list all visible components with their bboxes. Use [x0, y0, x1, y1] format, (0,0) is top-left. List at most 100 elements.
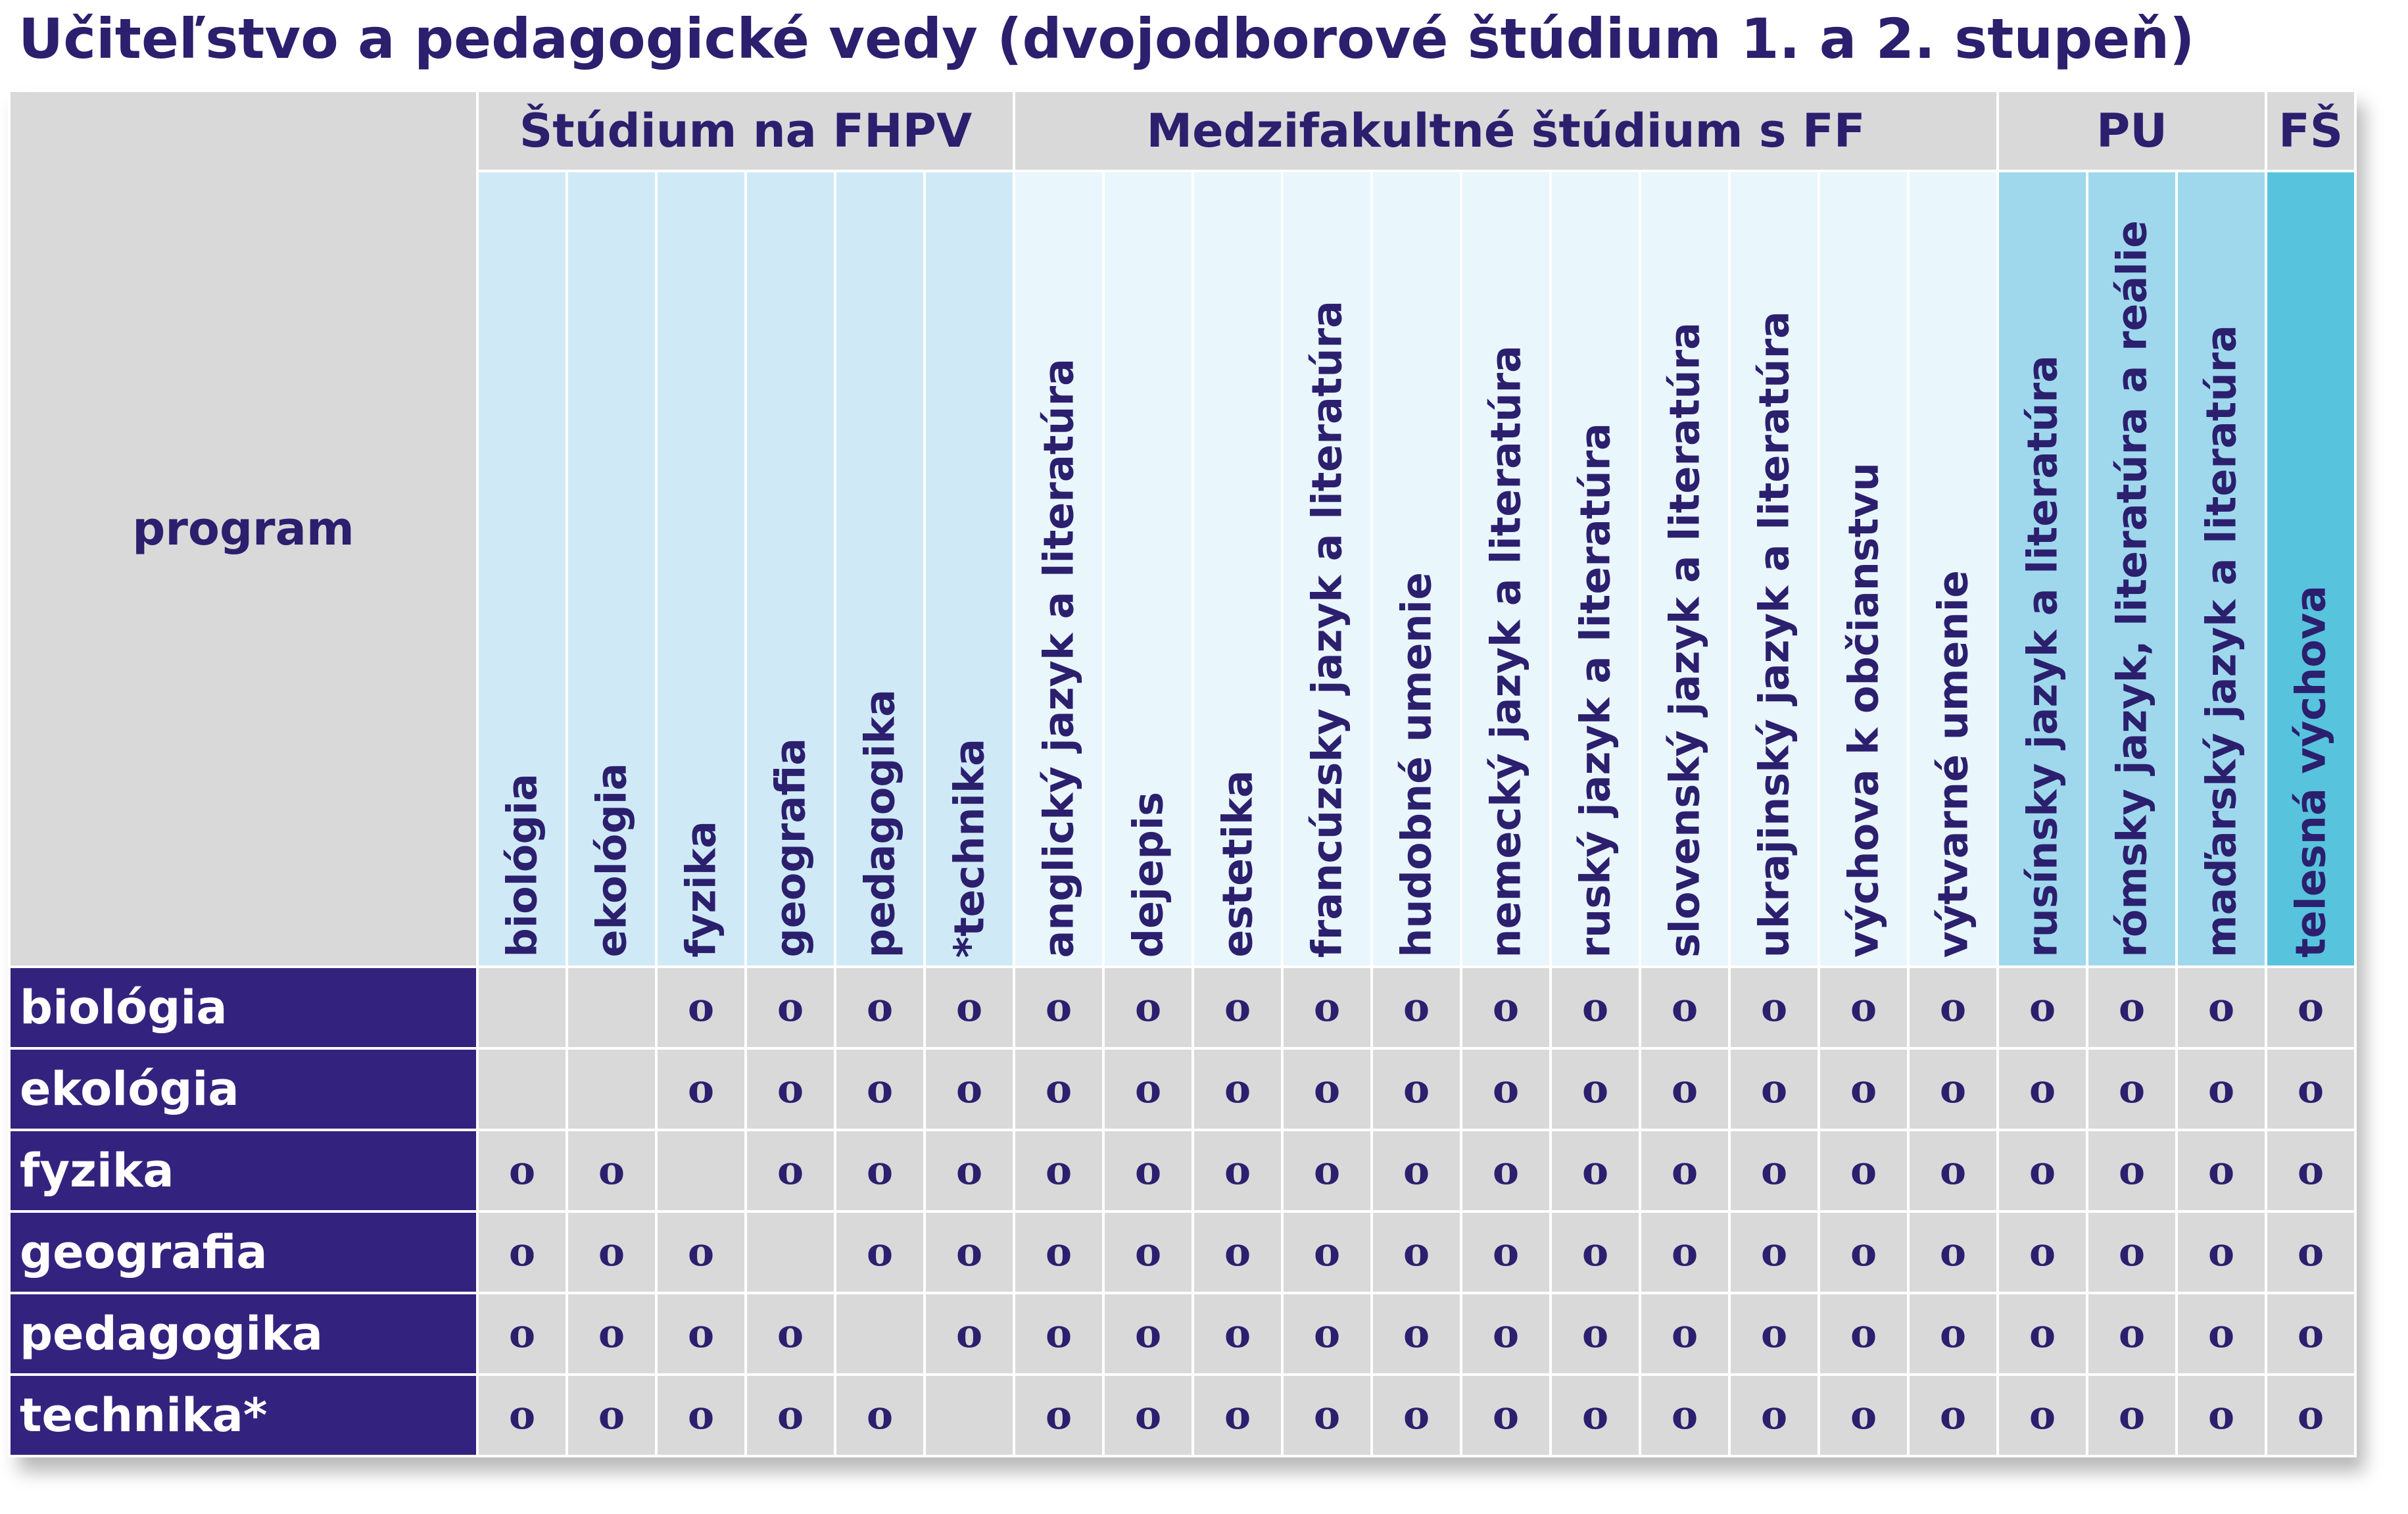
programs-table: program Štúdium na FHPV Medzifakultné štú… — [8, 89, 2357, 1457]
table-cell: o — [566, 1129, 658, 1213]
group-header: FŠ — [2265, 89, 2357, 172]
table-cell: o — [1370, 1129, 1463, 1213]
table-cell: o — [2175, 1210, 2268, 1294]
column-header-text: fyzika — [677, 821, 725, 958]
table-cell: o — [2175, 1292, 2268, 1376]
column-header-label: geografia — [767, 738, 815, 958]
table-cell: o — [1639, 1292, 1731, 1376]
table-cell — [744, 1210, 836, 1294]
table-cell: o — [1370, 1047, 1463, 1131]
table-cell: o — [2265, 1047, 2357, 1131]
table-cell: o — [1639, 1373, 1731, 1457]
table-cell: o — [923, 1292, 1016, 1376]
table-cell: o — [744, 1292, 836, 1376]
table-cell: o — [476, 1292, 568, 1376]
table-cell: o — [1013, 965, 1105, 1050]
table-cell: o — [655, 965, 747, 1050]
table-cell — [834, 1292, 926, 1376]
table-cell: o — [1013, 1373, 1105, 1457]
table-cell: o — [1818, 965, 1910, 1050]
column-header-label: nemecký jazyk a literatúra — [1482, 345, 1530, 958]
table-cell: o — [1102, 965, 1195, 1050]
column-header-label: telesná výchova — [2287, 585, 2335, 958]
column-header: pedagogika — [834, 170, 926, 968]
table-cell: o — [2265, 1129, 2357, 1213]
table-cell: o — [1996, 1047, 2089, 1131]
column-header: francúzsky jazyk a literatúra — [1281, 170, 1374, 968]
table-cell: o — [1639, 1047, 1731, 1131]
table-cell: o — [2175, 1373, 2268, 1457]
table-cell: o — [1013, 1047, 1105, 1131]
table-cell: o — [1102, 1292, 1195, 1376]
column-header: *technika — [923, 170, 1016, 968]
column-header: dejepis — [1102, 170, 1195, 968]
table-cell: o — [1907, 1373, 2000, 1457]
column-header-label: anglický jazyk a literatúra — [1035, 358, 1083, 958]
row-header: pedagogika — [8, 1292, 479, 1376]
column-header-text: anglický jazyk a literatúra — [1034, 358, 1083, 958]
column-header-label: *technika — [946, 739, 994, 958]
table-cell: o — [1370, 965, 1463, 1050]
column-header-label: výchova k občianstvu — [1840, 462, 1888, 958]
column-header: geografia — [744, 170, 836, 968]
table-cell: o — [1102, 1373, 1195, 1457]
table-row: ekológia o o o o o o o o o o o o o o o o o o o — [8, 1047, 2357, 1131]
column-header-label: výtvarné umenie — [1929, 570, 1977, 958]
table-cell: o — [1549, 1373, 1642, 1457]
table-cell: o — [834, 1129, 926, 1213]
group-header: Štúdium na FHPV — [475, 89, 1016, 172]
table-cell: o — [1370, 1292, 1463, 1376]
table-cell: o — [744, 1129, 836, 1213]
row-header: ekológia — [8, 1047, 479, 1131]
column-header-text: ruský jazyk a literatúra — [1571, 422, 1620, 958]
table-cell: o — [1192, 1373, 1284, 1457]
column-header-text: dejepis — [1124, 791, 1172, 958]
column-header-label: rómsky jazyk, literatúra a reálie — [2108, 220, 2156, 958]
table-cell: o — [834, 965, 926, 1050]
column-header: telesná výchova — [2265, 170, 2357, 968]
table-cell: o — [744, 1047, 836, 1131]
row-header: biológia — [8, 965, 479, 1050]
column-header-label: biológia — [498, 773, 546, 958]
table-cell: o — [2086, 965, 2179, 1050]
table-cell: o — [1907, 1292, 2000, 1376]
column-header-text: ukrajinský jazyk a literatúra — [1750, 310, 1798, 958]
table-cell: o — [1639, 965, 1731, 1050]
table-cell: o — [1728, 1210, 1821, 1294]
column-header-text: telesná výchova — [2286, 585, 2335, 958]
table-cell: o — [1281, 1292, 1374, 1376]
table-cell: o — [566, 1373, 658, 1457]
table-cell: o — [1460, 1373, 1553, 1457]
table-cell: o — [1192, 1047, 1284, 1131]
table-cell: o — [1996, 1373, 2089, 1457]
column-header-label: dejepis — [1124, 792, 1172, 958]
column-header: slovenský jazyk a literatúra — [1639, 170, 1731, 968]
table-cell: o — [1907, 1210, 2000, 1294]
table-cell: o — [1907, 1129, 2000, 1213]
column-header-text: ekológia — [587, 763, 636, 958]
column-header-text: maďarský jazyk a literatúra — [2197, 325, 2246, 958]
table-cell: o — [923, 1210, 1016, 1294]
table-cell — [566, 1047, 658, 1131]
column-header-text: francúzsky jazyk a literatúra — [1303, 300, 1351, 958]
column-header: ukrajinský jazyk a literatúra — [1728, 170, 1821, 968]
column-header: ruský jazyk a literatúra — [1549, 170, 1642, 968]
table-cell: o — [1460, 1129, 1553, 1213]
table-cell: o — [2175, 965, 2268, 1050]
table-cell: o — [2265, 1373, 2357, 1457]
table-cell — [655, 1129, 747, 1213]
column-header: anglický jazyk a literatúra — [1013, 170, 1105, 968]
column-header-label: francúzsky jazyk a literatúra — [1303, 301, 1351, 958]
table-cell: o — [1639, 1210, 1731, 1294]
table-cell: o — [1907, 1047, 2000, 1131]
column-header: rusínsky jazyk a literatúra — [1996, 170, 2089, 968]
table-row: geografia o o o o o o o o o o o o o o o o o o o o — [8, 1210, 2357, 1294]
column-header-label: slovenský jazyk a literatúra — [1661, 322, 1709, 958]
table-cell: o — [1818, 1210, 1910, 1294]
column-header-label: ukrajinský jazyk a literatúra — [1750, 311, 1798, 958]
table-cell: o — [744, 965, 836, 1050]
table-cell: o — [1996, 1292, 2089, 1376]
table-cell: o — [1728, 965, 1821, 1050]
corner-program-label: program — [8, 89, 479, 968]
column-header-label: estetika — [1214, 770, 1262, 958]
